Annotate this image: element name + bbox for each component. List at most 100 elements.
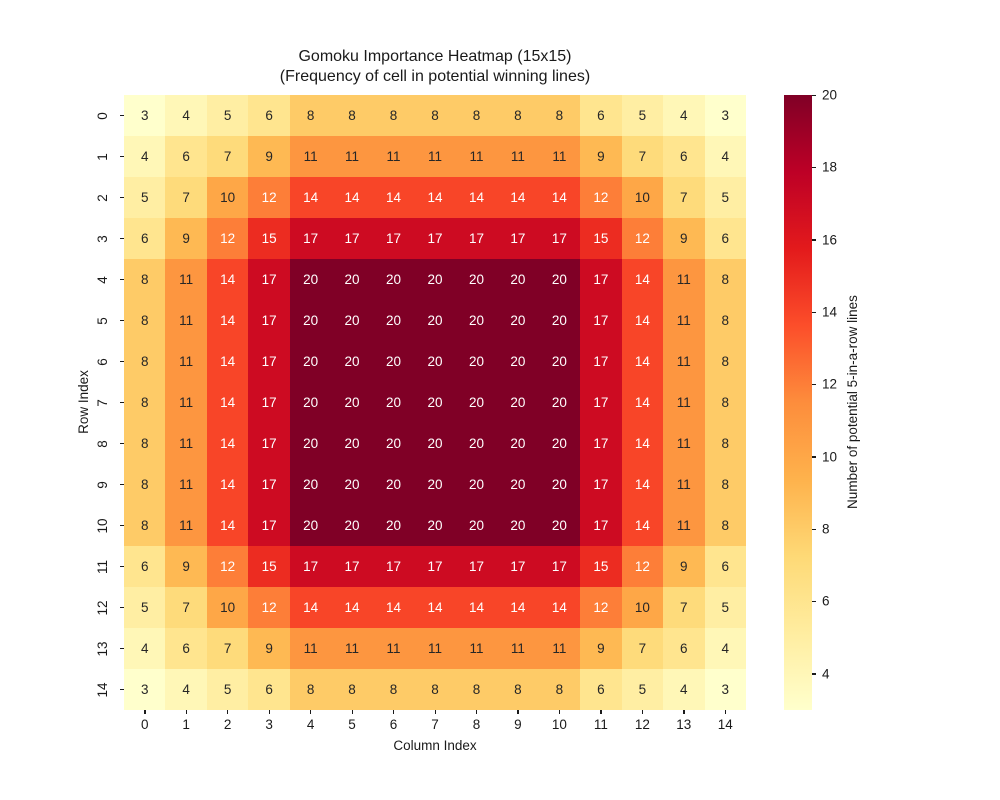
heatmap-cell-r13-c9: 11 <box>497 628 539 669</box>
heatmap-cell-r14-c10: 8 <box>538 669 581 710</box>
heatmap-cell-r11-c13: 9 <box>663 546 705 587</box>
x-tick-label-10: 10 <box>551 717 567 732</box>
colorbar-tick-mark <box>812 311 816 313</box>
heatmap-cell-r11-c4: 17 <box>289 546 332 587</box>
heatmap-cell-r10-c6: 20 <box>372 505 415 546</box>
heatmap-cell-r13-c7: 11 <box>414 628 456 669</box>
heatmap-cell-r6-c7: 20 <box>414 341 456 382</box>
heatmap-cell-r4-c9: 20 <box>497 259 539 300</box>
heatmap-cell-r8-c14: 8 <box>704 423 746 464</box>
colorbar-gradient <box>784 95 812 710</box>
heatmap-cell-r8-c4: 20 <box>289 423 332 464</box>
heatmap-cell-r4-c12: 14 <box>621 259 664 300</box>
heatmap-cell-r1-c3: 9 <box>248 136 290 177</box>
heatmap-cell-r1-c7: 11 <box>414 136 456 177</box>
heatmap-cell-r4-c2: 14 <box>206 259 249 300</box>
heatmap-cell-r12-c7: 14 <box>414 587 456 628</box>
heatmap-cell-r11-c14: 6 <box>704 546 746 587</box>
heatmap-cell-r12-c14: 5 <box>704 587 746 628</box>
heatmap-cell-r10-c12: 14 <box>621 505 664 546</box>
heatmap-cell-r10-c8: 20 <box>455 505 498 546</box>
heatmap-cell-r13-c5: 11 <box>331 628 373 669</box>
heatmap-cell-r12-c12: 10 <box>621 587 664 628</box>
colorbar-tick-mark <box>812 166 816 169</box>
y-tick-mark <box>120 689 124 691</box>
heatmap-cell-r13-c3: 9 <box>248 628 290 669</box>
heatmap-cell-r11-c7: 17 <box>414 546 456 587</box>
heatmap-cell-r0-c10: 8 <box>538 95 581 136</box>
y-tick-mark <box>120 320 124 322</box>
heatmap-cell-r8-c10: 20 <box>538 423 581 464</box>
heatmap-cell-r13-c0: 4 <box>124 628 166 669</box>
colorbar-tick-mark <box>812 94 816 96</box>
heatmap-cell-r12-c5: 14 <box>331 587 373 628</box>
heatmap-cell-r14-c1: 4 <box>165 669 207 710</box>
heatmap-cell-r1-c0: 4 <box>124 136 166 177</box>
heatmap-cell-r0-c6: 8 <box>372 95 415 136</box>
heatmap-cell-r8-c0: 8 <box>124 423 166 464</box>
y-tick-label-12: 12 <box>95 599 110 616</box>
heatmap-cell-r4-c13: 11 <box>663 259 705 300</box>
heatmap-cell-r2-c1: 7 <box>165 177 207 218</box>
heatmap-cell-r12-c4: 14 <box>289 587 332 628</box>
heatmap-cell-r4-c6: 20 <box>372 259 415 300</box>
heatmap-cell-r0-c3: 6 <box>248 95 290 136</box>
x-tick-label-1: 1 <box>182 717 190 732</box>
heatmap-cell-r7-c4: 20 <box>289 382 332 423</box>
heatmap-cell-r13-c12: 7 <box>621 628 664 669</box>
heatmap-cell-r10-c10: 20 <box>538 505 581 546</box>
y-tick-mark <box>120 566 124 568</box>
heatmap-cell-r0-c8: 8 <box>455 95 498 136</box>
heatmap-cell-r9-c10: 20 <box>538 464 581 505</box>
heatmap-cell-r4-c4: 20 <box>289 259 332 300</box>
heatmap-cell-r3-c12: 12 <box>621 218 664 259</box>
heatmap-cell-r11-c12: 12 <box>621 546 664 587</box>
heatmap-cell-r10-c5: 20 <box>331 505 373 546</box>
heatmap-cell-r8-c8: 20 <box>455 423 498 464</box>
heatmap-cell-r6-c14: 8 <box>704 341 746 382</box>
heatmap-cell-r7-c11: 17 <box>580 382 622 423</box>
heatmap-cell-r10-c0: 8 <box>124 505 166 546</box>
heatmap-cell-r14-c7: 8 <box>414 669 456 710</box>
y-axis-ticks: 0 1 2 3 4 5 6 7 8 9 10 11 12 13 14 <box>0 95 124 710</box>
heatmap-cell-r14-c12: 5 <box>621 669 664 710</box>
heatmap-cell-r11-c8: 17 <box>455 546 498 587</box>
heatmap-cell-r3-c7: 17 <box>414 218 456 259</box>
y-tick-label-3: 3 <box>95 234 110 243</box>
heatmap-cell-r11-c2: 12 <box>206 546 249 587</box>
x-tick-mark <box>517 710 519 714</box>
heatmap-cell-r9-c6: 20 <box>372 464 415 505</box>
heatmap-cell-r3-c3: 15 <box>248 218 290 259</box>
heatmap-cell-r2-c10: 14 <box>538 177 581 218</box>
x-tick-mark <box>475 710 478 714</box>
heatmap-cell-r4-c8: 20 <box>455 259 498 300</box>
heatmap-cell-r12-c13: 7 <box>663 587 705 628</box>
colorbar-tick-mark <box>812 673 816 675</box>
x-tick-label-8: 8 <box>472 717 481 732</box>
heatmap-cell-r5-c1: 11 <box>165 300 207 341</box>
heatmap-cell-r6-c10: 20 <box>538 341 581 382</box>
heatmap-cell-r7-c6: 20 <box>372 382 415 423</box>
heatmap-cell-r14-c13: 4 <box>663 669 705 710</box>
heatmap-cell-r3-c9: 17 <box>497 218 539 259</box>
heatmap-cell-r10-c11: 17 <box>580 505 622 546</box>
x-tick-mark <box>683 710 685 714</box>
heatmap-cell-r1-c12: 7 <box>621 136 664 177</box>
heatmap-cell-r14-c9: 8 <box>497 669 539 710</box>
heatmap-cell-r6-c9: 20 <box>497 341 539 382</box>
heatmap-cell-r14-c5: 8 <box>331 669 373 710</box>
heatmap-cell-r11-c11: 15 <box>580 546 622 587</box>
heatmap-cell-r6-c1: 11 <box>165 341 207 382</box>
heatmap-cell-r6-c6: 20 <box>372 341 415 382</box>
heatmap-cell-r11-c3: 15 <box>248 546 290 587</box>
heatmap-cell-r10-c9: 20 <box>497 505 539 546</box>
heatmap-cell-r7-c2: 14 <box>206 382 249 423</box>
heatmap-cell-r4-c14: 8 <box>704 259 746 300</box>
y-tick-label-4: 4 <box>95 275 110 284</box>
heatmap-cell-r1-c4: 11 <box>289 136 332 177</box>
heatmap-cell-r10-c13: 11 <box>663 505 705 546</box>
y-tick-mark <box>120 607 124 609</box>
colorbar-tick-label-20: 20 <box>822 87 838 103</box>
heatmap-cell-r3-c2: 12 <box>206 218 249 259</box>
heatmap-cell-r0-c2: 5 <box>206 95 249 136</box>
